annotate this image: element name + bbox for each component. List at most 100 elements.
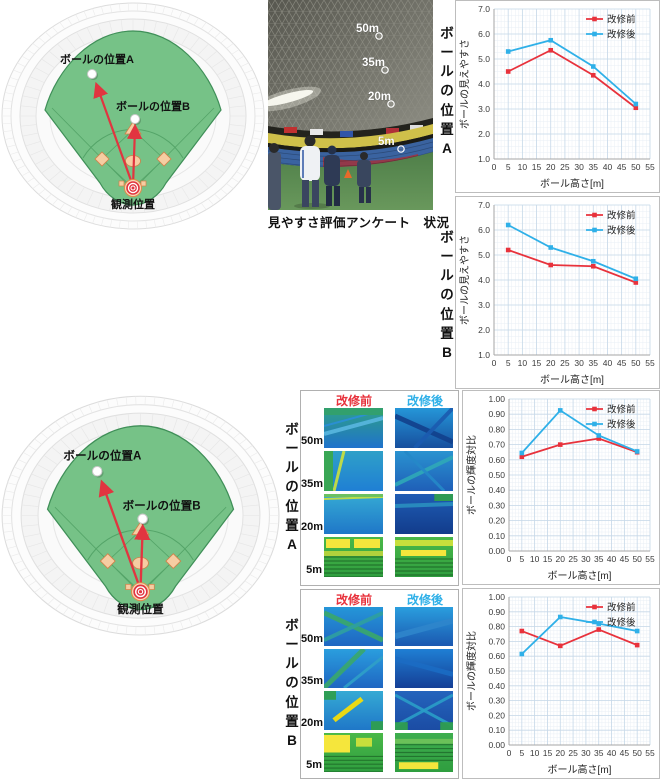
data-point-marker — [519, 628, 525, 634]
y-tick-label: 5.0 — [478, 250, 490, 260]
stadium-seat-line — [200, 202, 207, 210]
legend-marker — [592, 16, 597, 22]
x-tick-label: 45 — [620, 554, 630, 564]
vertical-label-char: 置 — [285, 713, 299, 729]
data-point-marker — [634, 628, 640, 634]
seat-row-line — [267, 151, 434, 167]
stadium-seat-line — [26, 177, 35, 183]
stadium-seat-line — [3, 99, 13, 102]
stadium-seat-line — [204, 611, 211, 620]
stadium-seat-line — [153, 396, 156, 406]
x-tick-label: 0 — [492, 358, 497, 368]
stadium-seat-line — [229, 558, 245, 568]
x-tick-label: 15 — [532, 358, 542, 368]
stadium-seat-line — [7, 482, 17, 486]
x-tick-label: 50 — [631, 162, 641, 172]
stadium-seat-line — [34, 67, 50, 76]
stadium-seat-line — [244, 158, 253, 163]
stadium-seat-line — [240, 533, 258, 538]
stadium-seat-line — [208, 439, 221, 452]
height-marker-circle — [397, 145, 405, 153]
panel-row-label: 50m — [301, 435, 324, 447]
stadium-seat-line — [207, 198, 214, 206]
thermal-image-5m-after — [395, 733, 453, 772]
y-tick-label: 5.0 — [478, 54, 490, 64]
y-tick-label: 1.0 — [478, 350, 490, 360]
vertical-label-char: の — [440, 83, 454, 99]
person-navy-body — [324, 155, 340, 186]
stadium-seat-line — [21, 504, 39, 507]
stadium-seat-line — [71, 412, 77, 420]
stadium-seat-line — [236, 55, 245, 61]
x-axis-label: ボール高さ[m] — [540, 373, 604, 386]
x-tick-label: 0 — [492, 162, 497, 172]
stadium-seat-line — [234, 550, 250, 558]
stadium-seat-line — [229, 124, 246, 127]
photo-caption: 見やすさ評価アンケート 状況 — [268, 216, 450, 230]
vertical-label-char: ボ — [285, 618, 299, 633]
x-axis-label: ボール高さ[m] — [548, 763, 612, 776]
stadium-seat-line — [21, 55, 30, 61]
y-tick-label: 0.00 — [488, 546, 505, 556]
vertical-label-char: 置 — [285, 517, 299, 533]
height-marker-circle — [381, 66, 389, 74]
stadium-seat-line — [162, 397, 165, 407]
stadium-seat-line — [153, 219, 157, 228]
chart-contrast-position-a: 0 5 10 15 20 25 30 35 40 45 50 55 0.00 0.10 0.20 0.30 0.… — [462, 390, 660, 585]
data-point-marker — [548, 37, 554, 43]
height-marker-label: 50m — [356, 23, 379, 35]
stadium-seat-line — [97, 621, 101, 630]
stadium-seat-line — [229, 105, 246, 108]
x-tick-label: 40 — [603, 162, 613, 172]
stadium-seat-line — [264, 482, 274, 486]
vertical-label-char: の — [440, 287, 454, 303]
x-tick-label: 15 — [532, 162, 542, 172]
panel-row-label: 5m — [306, 564, 322, 576]
ball-position-a-label: ボールの位置A — [60, 52, 134, 66]
stadium-seat-line — [197, 43, 209, 56]
data-point-marker — [633, 101, 639, 107]
stadium-seat-line — [244, 580, 253, 587]
x-tick-label: 50 — [631, 358, 641, 368]
stadium-seat-line — [119, 3, 121, 12]
stadium-seat-line — [220, 188, 228, 195]
person-white-jersey — [300, 146, 320, 181]
batter-box-left — [125, 583, 132, 590]
ad-board — [340, 131, 353, 137]
stadium-seat-line — [101, 217, 104, 226]
chart-visibility-position-a: 0 5 10 15 20 25 30 35 40 45 50 55 1.0 2.0 3.0 4.0 5.0 6.0… — [455, 0, 660, 193]
stadium-seat-line — [233, 592, 241, 599]
data-point-marker — [596, 436, 602, 441]
stadium-seat-line — [5, 538, 15, 541]
x-tick-label: 5 — [519, 748, 524, 758]
data-point-marker — [505, 69, 511, 74]
vertical-label-char: ル — [285, 656, 299, 672]
y-tick-label: 0.60 — [488, 455, 505, 465]
stadium-seat-line — [103, 418, 110, 434]
stadium-seat-line — [101, 6, 104, 15]
stadium-seat-line — [25, 85, 41, 91]
stadium-seat-line — [254, 123, 264, 125]
legend-marker — [592, 421, 597, 427]
y-tick-label: 0.70 — [488, 440, 505, 450]
data-point-marker — [633, 280, 639, 285]
data-point-marker — [596, 627, 602, 632]
batter-box-left — [118, 180, 125, 187]
stadium-seat-line — [162, 23, 169, 39]
stadium-seat-line — [214, 31, 221, 39]
data-point-marker — [557, 643, 563, 649]
x-tick-label: 20 — [556, 554, 566, 564]
data-point-marker — [548, 245, 554, 250]
y-tick-label: 1.00 — [488, 592, 505, 602]
stadium-seat-line — [226, 183, 234, 189]
y-tick-label: 0.00 — [488, 740, 505, 750]
y-tick-label: 0.50 — [488, 666, 505, 676]
foul-line-left — [54, 506, 141, 595]
panel-header-before: 改修前 — [335, 593, 372, 607]
x-tick-label: 25 — [568, 748, 578, 758]
thermal-image-20m-after — [395, 494, 453, 534]
ball-position-a-dot — [91, 465, 103, 477]
stadium-seat-line — [212, 607, 219, 615]
y-tick-label: 0.80 — [488, 622, 505, 632]
stadium-seat-line — [269, 523, 279, 525]
